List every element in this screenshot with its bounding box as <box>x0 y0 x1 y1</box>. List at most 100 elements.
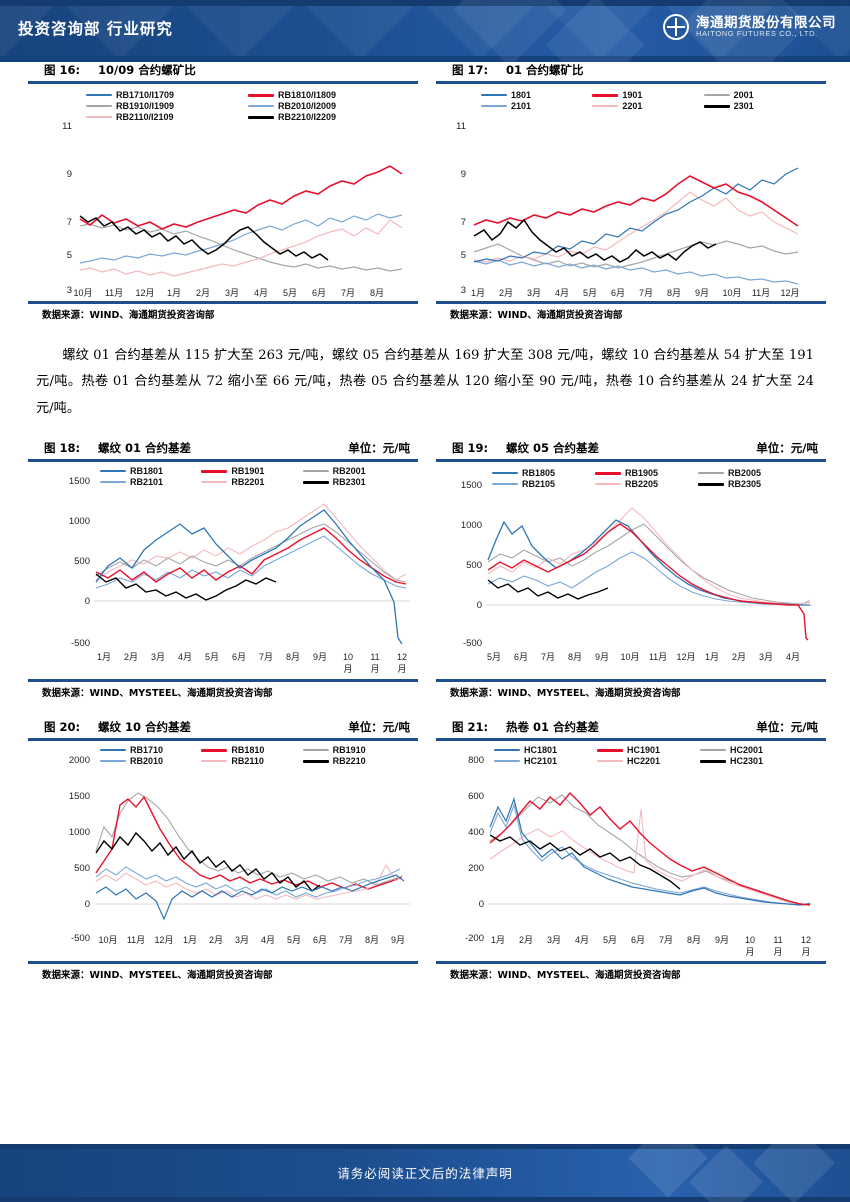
svg-text:6月: 6月 <box>514 652 528 662</box>
legend-swatch <box>86 104 112 108</box>
svg-text:0: 0 <box>85 596 90 607</box>
legend-item[interactable]: RB2210/I2209 <box>248 112 406 122</box>
legend-label: 2001 <box>733 90 754 100</box>
figure-19-yticks: 1500 1000 500 0 -500 <box>461 480 482 649</box>
legend-item[interactable]: RB1805 <box>492 468 591 478</box>
svg-text:11: 11 <box>773 935 782 945</box>
company-logo: 海通期货股份有限公司 HAITONG FUTURES CO., LTD. <box>663 14 836 40</box>
figure-17-rule-top <box>436 81 826 84</box>
legend-item[interactable]: RB2305 <box>698 479 797 489</box>
figure-21-source: 数据来源：WIND、MYSTEEL、海通期货投资咨询部 <box>450 970 681 982</box>
legend-item[interactable]: RB1810 <box>201 745 298 755</box>
svg-text:6月: 6月 <box>611 288 625 298</box>
svg-text:11月: 11月 <box>127 935 145 945</box>
page-header: 投资咨询部 行业研究 海通期货股份有限公司 HAITONG FUTURES CO… <box>0 0 850 62</box>
svg-text:5月: 5月 <box>205 652 219 662</box>
figure-20: 图 20: 螺纹 10 合约基差 单位：元/吨 2000 1500 1000 5… <box>28 719 418 981</box>
svg-text:500: 500 <box>466 560 482 571</box>
figure-row-2: 图 18: 螺纹 01 合约基差 单位：元/吨 1500 1000 500 0 … <box>0 440 850 699</box>
figure-20-yticks: 2000 1500 1000 500 0 -500 <box>69 755 90 944</box>
figure-17-yticks: 11 9 7 5 3 <box>456 121 466 296</box>
svg-text:6月: 6月 <box>313 935 327 945</box>
figure-17-source: 数据来源：WIND、海通期货投资咨询部 <box>450 310 623 321</box>
legend-item[interactable]: RB2110/I2109 <box>86 112 244 122</box>
svg-text:500: 500 <box>74 556 90 567</box>
figure-20-unit: 单位：元/吨 <box>348 720 410 735</box>
legend-label: RB1810 <box>231 745 265 756</box>
figure-17-xticks: 1月 2月 3月 4月 5月 6月 7月 8月 9月 10月 11月 12月 <box>471 288 800 298</box>
legend-item[interactable]: RB2301 <box>302 477 400 487</box>
legend-item[interactable]: RB2110 <box>201 756 298 766</box>
svg-text:月: 月 <box>801 947 810 957</box>
legend-item[interactable]: HC2301 <box>700 756 799 766</box>
figure-20-xticks: 10月 11月 12月 1月 2月 3月 4月 5月 6月 7月 8月 9月 <box>98 935 405 945</box>
svg-text:12月: 12月 <box>154 935 173 945</box>
legend-item[interactable]: 2001 <box>703 90 811 100</box>
legend-label: RB1805 <box>522 468 556 479</box>
legend-item[interactable]: HC1801 <box>494 745 593 755</box>
legend-item[interactable]: RB2005 <box>698 468 797 478</box>
legend-item[interactable]: 2301 <box>703 101 811 111</box>
legend-item[interactable]: HC1901 <box>597 745 696 755</box>
legend-item[interactable]: RB2210 <box>302 756 400 766</box>
svg-text:10: 10 <box>343 652 353 662</box>
page-content: 图 16: 10/09 合约螺矿比 11 9 7 5 3 <box>0 62 850 981</box>
svg-text:500: 500 <box>74 863 90 874</box>
svg-text:4月: 4月 <box>178 652 192 662</box>
legend-item[interactable]: RB2010 <box>100 756 197 766</box>
legend-item[interactable]: RB2105 <box>492 479 591 489</box>
figure-18-name: 螺纹 01 合约基差 <box>98 441 192 456</box>
legend-swatch <box>86 93 112 97</box>
figure-19-plot: 1500 1000 500 0 -500 <box>436 462 826 678</box>
legend-item[interactable]: HC2201 <box>597 756 696 766</box>
legend-item[interactable]: RB2010/I2009 <box>248 101 406 111</box>
svg-text:1000: 1000 <box>69 516 90 527</box>
legend-item[interactable]: 2201 <box>592 101 699 111</box>
legend-item[interactable]: RB1910 <box>302 745 400 755</box>
legend-swatch <box>481 93 507 97</box>
svg-text:4月: 4月 <box>786 652 800 662</box>
figure-17-plot: 11 9 7 5 3 1月 <box>436 84 826 299</box>
figure-16-number: 图 16: <box>44 63 81 77</box>
legend-swatch <box>494 748 520 752</box>
legend-item[interactable]: RB1710/I1709 <box>86 90 244 100</box>
svg-text:5月: 5月 <box>487 652 501 662</box>
svg-text:3月: 3月 <box>759 652 773 662</box>
figure-17-title-bar: 图 17: 01 合约螺矿比 <box>436 62 826 81</box>
legend-item[interactable]: RB2201 <box>201 477 298 487</box>
legend-label: HC2101 <box>524 756 558 767</box>
figure-18: 图 18: 螺纹 01 合约基差 单位：元/吨 1500 1000 500 0 … <box>28 440 418 699</box>
legend-label: RB2210/I2209 <box>278 112 337 122</box>
legend-item[interactable]: RB1810/I1809 <box>248 90 406 100</box>
legend-item[interactable]: RB1801 <box>100 466 197 476</box>
svg-text:4月: 4月 <box>254 288 268 298</box>
svg-text:600: 600 <box>468 791 484 802</box>
svg-text:7月: 7月 <box>541 652 555 662</box>
figure-18-number: 图 18: <box>44 441 81 456</box>
svg-text:11月: 11月 <box>649 652 667 662</box>
figure-21-rule-top <box>436 738 826 742</box>
legend-item[interactable]: 1901 <box>592 90 699 100</box>
legend-swatch <box>302 748 329 752</box>
header-top-strip <box>0 0 850 6</box>
figure-19-title-bar: 图 19: 螺纹 05 合约基差 单位：元/吨 <box>436 440 826 459</box>
legend-item[interactable]: 2101 <box>481 101 588 111</box>
legend-item[interactable]: RB1901 <box>201 466 298 476</box>
legend-item[interactable]: RB1910/I1909 <box>86 101 244 111</box>
figure-17-svg: 11 9 7 5 3 1月 <box>456 121 800 298</box>
legend-item[interactable]: RB2001 <box>302 466 400 476</box>
svg-text:9月: 9月 <box>313 652 327 662</box>
legend-swatch <box>86 115 112 119</box>
legend-item[interactable]: RB2205 <box>595 479 694 489</box>
svg-text:800: 800 <box>468 755 484 766</box>
svg-text:1月: 1月 <box>167 288 181 298</box>
legend-swatch <box>492 471 518 475</box>
legend-item[interactable]: 1801 <box>481 90 588 100</box>
svg-text:6月: 6月 <box>312 288 326 298</box>
legend-item[interactable]: RB1905 <box>595 468 694 478</box>
legend-item[interactable]: RB1710 <box>100 745 197 755</box>
legend-item[interactable]: RB2101 <box>100 477 197 487</box>
legend-item[interactable]: HC2001 <box>700 745 799 755</box>
legend-item[interactable]: HC2101 <box>494 756 593 766</box>
legend-swatch <box>595 471 621 475</box>
